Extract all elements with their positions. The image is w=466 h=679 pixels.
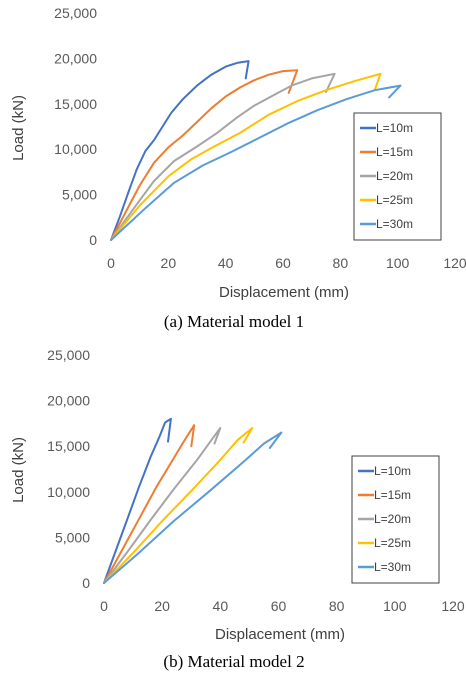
x-tick-label: 60 — [271, 598, 287, 614]
series-layer — [110, 60, 402, 241]
chart-caption: (a) Material model 1 — [164, 312, 304, 331]
x-tick-label: 40 — [213, 598, 229, 614]
legend-label: L=10m — [374, 464, 411, 478]
x-tick-label: 0 — [107, 255, 115, 271]
x-tick-label: 20 — [154, 598, 170, 614]
series-line-l-15m — [110, 69, 299, 241]
legend-label: L=25m — [376, 193, 413, 207]
y-tick-label: 20,000 — [54, 50, 97, 66]
x-tick-labels: 0 20 40 60 80 100 120 — [100, 598, 465, 614]
y-tick-label: 0 — [82, 575, 90, 591]
legend-label: L=10m — [376, 121, 413, 135]
legend-label: L=15m — [376, 145, 413, 159]
x-tick-label: 80 — [333, 255, 349, 271]
x-tick-label: 100 — [386, 255, 410, 271]
x-tick-label: 40 — [218, 255, 234, 271]
legend: L=10m L=15m L=20m L=25m L=30m — [351, 455, 440, 584]
x-tick-label: 120 — [443, 255, 466, 271]
y-tick-label: 5,000 — [55, 529, 90, 545]
legend-label: L=20m — [376, 169, 413, 183]
y-tick-label: 20,000 — [47, 393, 90, 409]
x-tick-label: 0 — [100, 598, 108, 614]
y-tick-label: 25,000 — [47, 347, 90, 363]
series-line-l-10m — [103, 417, 172, 584]
y-tick-label: 5,000 — [62, 187, 97, 203]
chart-panel-b: 0 5,000 10,000 15,000 20,000 25,000 0 20 40 60 80… — [10, 347, 465, 671]
y-axis-title: Load (kN) — [10, 437, 27, 503]
x-axis-title: Displacement (mm) — [215, 626, 345, 643]
y-tick-label: 10,000 — [54, 141, 97, 157]
chart-caption: (b) Material model 2 — [163, 652, 304, 671]
y-axis-title: Load (kN) — [10, 95, 27, 161]
legend-label: L=25m — [374, 536, 411, 550]
series-layer — [103, 417, 283, 584]
series-line-l-10m — [110, 60, 250, 241]
x-axis-title: Displacement (mm) — [219, 284, 349, 301]
legend-items: L=10m L=15m L=20m L=25m L=30m — [360, 121, 413, 231]
y-tick-label: 15,000 — [54, 96, 97, 112]
x-tick-labels: 0 20 40 60 80 100 120 — [107, 255, 466, 271]
series-line-l-15m — [103, 424, 196, 584]
chart-panel-a: 0 5,000 10,000 15,000 20,000 25,000 0 20 40 60 80… — [10, 5, 466, 331]
y-tick-label: 15,000 — [47, 438, 90, 454]
y-tick-labels: 0 5,000 10,000 15,000 20,000 25,000 — [54, 5, 97, 248]
x-tick-label: 20 — [161, 255, 177, 271]
legend-label: L=15m — [374, 488, 411, 502]
series-line-l-30m — [103, 431, 283, 584]
x-tick-label: 60 — [275, 255, 291, 271]
legend-label: L=20m — [374, 512, 411, 526]
legend-items: L=10m L=15m L=20m L=25m L=30m — [358, 464, 411, 574]
y-tick-label: 10,000 — [47, 484, 90, 500]
series-line-l-25m — [103, 427, 254, 584]
series-line-l-25m — [110, 72, 382, 241]
x-tick-label: 80 — [329, 598, 345, 614]
x-tick-label: 120 — [441, 598, 465, 614]
series-line-l-20m — [103, 427, 222, 584]
y-tick-label: 0 — [89, 232, 97, 248]
series-line-l-20m — [110, 72, 336, 241]
x-tick-label: 100 — [383, 598, 407, 614]
y-tick-labels: 0 5,000 10,000 15,000 20,000 25,000 — [47, 347, 90, 591]
y-tick-label: 25,000 — [54, 5, 97, 21]
legend-label: L=30m — [374, 560, 411, 574]
legend-label: L=30m — [376, 217, 413, 231]
legend: L=10m L=15m L=20m L=25m L=30m — [353, 112, 442, 241]
series-line-l-30m — [110, 84, 402, 241]
